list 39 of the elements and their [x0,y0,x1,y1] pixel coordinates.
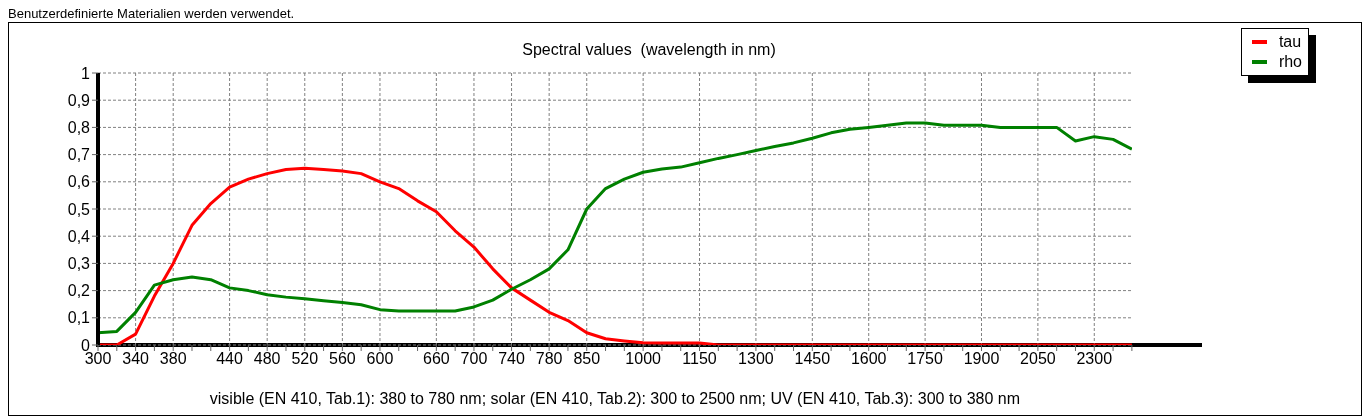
x-tick-label: 1900 [963,350,1000,368]
x-tick-label: 520 [291,350,319,368]
x-tick-label: 340 [122,350,150,368]
x-tick-label: 300 [84,350,112,368]
x-tick-label: 600 [366,350,394,368]
y-tick-label: 0,3 [67,255,91,273]
y-tick-label: 0,4 [67,227,91,245]
x-tick-label: 1300 [738,350,774,368]
y-tick-label: 0,6 [67,173,91,191]
y-tick-label: 0,5 [67,200,91,218]
y-tick-label: 1 [81,64,91,82]
x-tick-label: 740 [498,350,525,368]
x-axis-title: visible (EN 410, Tab.1): 380 to 780 nm; solar (EN 410, Tab.2): 300 to 2500 nm; UV (EN 410, Tab.3): 300 to 380 nm [209,390,1021,407]
x-tick-label: 850 [573,350,601,368]
x-tick-label: 2300 [1076,350,1113,368]
line-series [98,121,1132,335]
x-tick-label: 440 [216,350,244,368]
text: Benutzerdefinierte Materialien werden verwendet. [8,6,295,21]
x-tick-label: 1600 [850,350,887,368]
x-tick-label: 560 [329,350,356,368]
x-tick-label: 1450 [794,350,831,368]
chart-title: Spectral values (wavelength in nm) [521,41,777,59]
x-tick-label: 700 [460,350,488,368]
y-tick-label: 0,7 [67,146,91,164]
x-tick-label: 660 [423,350,450,368]
x-tick-label: 380 [159,350,187,368]
legend-label: tau [1278,33,1302,51]
line-series [98,166,1132,345]
y-tick-label: 0,1 [67,309,91,327]
x-tick-label: 1000 [625,350,662,368]
x-tick-label: 2050 [1020,350,1056,368]
y-tick-label: 0,9 [67,91,91,109]
y-tick-label: 0,8 [67,119,91,137]
x-tick-label: 480 [253,350,281,368]
y-tick-label: 0,2 [67,282,91,300]
x-tick-label: 1150 [682,350,717,368]
x-tick-label: 780 [535,350,563,368]
legend-label: rho [1278,53,1302,71]
x-tick-label: 1750 [907,350,943,368]
